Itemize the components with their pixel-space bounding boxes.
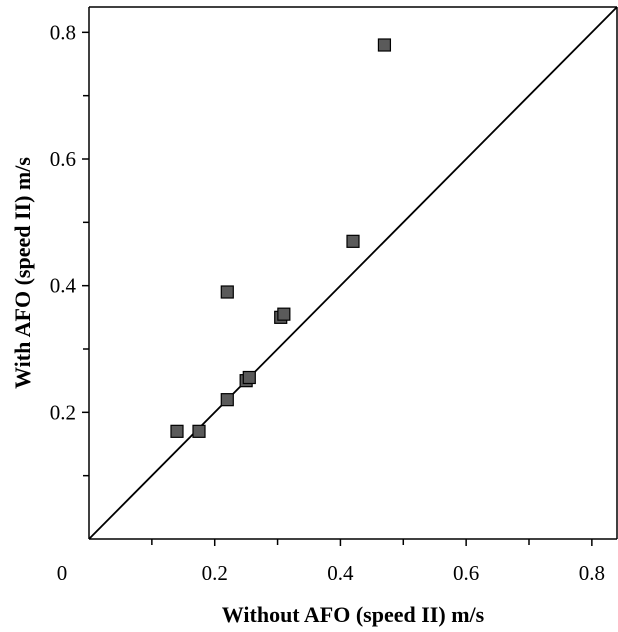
x-tick-label: 0.4 [327,561,354,585]
data-point-square [170,424,184,438]
x-tick-label: 0.8 [579,561,605,585]
x-axis-ticks [151,539,593,546]
x-axis-tick-labels: 0.2 0.4 0.6 0.8 [202,561,605,585]
x-tick-label: 0.2 [202,561,228,585]
data-point-square [220,285,234,299]
y-tick-label: 0.4 [50,274,77,298]
data-point-square [220,393,234,407]
y-tick-label: 0.6 [50,147,76,171]
y-tick-label: 0.8 [50,20,76,44]
y-axis-tick-labels: 0.2 0.4 0.6 0.8 [50,20,77,424]
y-axis-ticks [82,31,89,477]
x-origin-tick-label: 0 [57,561,68,585]
y-axis-title: With AFO (speed II) m/s [10,157,35,389]
x-tick-label: 0.6 [453,561,479,585]
data-point-square [346,234,360,248]
data-point-square [242,370,256,385]
y-tick-label: 0.2 [50,400,76,424]
data-points [170,38,392,438]
x-axis-title: Without AFO (speed II) m/s [222,602,485,627]
identity-reference-line [88,6,618,540]
data-point-square [192,424,206,438]
data-point-square [277,307,291,321]
data-point-square [377,38,392,52]
